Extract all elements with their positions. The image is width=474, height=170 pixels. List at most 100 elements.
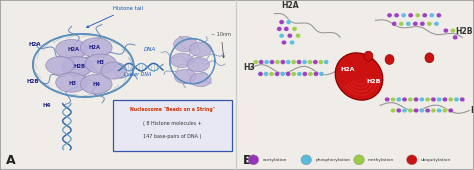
- Ellipse shape: [62, 56, 93, 76]
- Ellipse shape: [282, 40, 287, 45]
- Ellipse shape: [81, 74, 112, 94]
- Ellipse shape: [259, 60, 264, 64]
- Ellipse shape: [253, 60, 258, 64]
- Ellipse shape: [385, 55, 394, 64]
- Ellipse shape: [419, 97, 425, 102]
- Ellipse shape: [442, 97, 447, 102]
- Text: B: B: [243, 154, 252, 167]
- Ellipse shape: [335, 53, 383, 100]
- Ellipse shape: [437, 108, 442, 113]
- Ellipse shape: [292, 27, 297, 31]
- Text: H2A: H2A: [282, 1, 299, 10]
- Ellipse shape: [454, 97, 459, 102]
- Ellipse shape: [319, 72, 324, 76]
- Text: ~ 10nm: ~ 10nm: [211, 32, 231, 58]
- Ellipse shape: [81, 38, 112, 57]
- Ellipse shape: [396, 108, 401, 113]
- Ellipse shape: [324, 60, 329, 64]
- Text: phosphorylation: phosphorylation: [315, 158, 350, 162]
- Ellipse shape: [302, 72, 308, 76]
- Text: DNA: DNA: [144, 47, 156, 52]
- Text: H3: H3: [69, 81, 77, 86]
- Ellipse shape: [408, 108, 413, 113]
- Ellipse shape: [399, 21, 404, 26]
- Text: H2B: H2B: [27, 79, 39, 84]
- Ellipse shape: [442, 108, 447, 113]
- Text: Linker DNA: Linker DNA: [124, 72, 152, 77]
- Ellipse shape: [291, 60, 296, 64]
- Ellipse shape: [422, 13, 428, 18]
- Ellipse shape: [280, 60, 285, 64]
- Text: H2A: H2A: [340, 67, 355, 72]
- Text: H2A: H2A: [89, 45, 101, 50]
- Ellipse shape: [269, 72, 274, 76]
- Ellipse shape: [431, 108, 436, 113]
- Ellipse shape: [402, 97, 407, 102]
- Ellipse shape: [258, 72, 263, 76]
- Ellipse shape: [290, 40, 295, 45]
- Ellipse shape: [286, 72, 291, 76]
- Ellipse shape: [291, 72, 296, 76]
- Ellipse shape: [46, 56, 74, 74]
- Text: ubiquitylation: ubiquitylation: [421, 158, 451, 162]
- Ellipse shape: [279, 20, 284, 24]
- Ellipse shape: [429, 13, 434, 18]
- Ellipse shape: [85, 54, 117, 73]
- Text: H2A: H2A: [68, 47, 80, 52]
- Ellipse shape: [453, 35, 458, 40]
- Ellipse shape: [436, 13, 441, 18]
- Ellipse shape: [408, 97, 413, 102]
- Ellipse shape: [264, 60, 269, 64]
- Text: H4: H4: [43, 103, 51, 108]
- Ellipse shape: [402, 108, 407, 113]
- Ellipse shape: [413, 108, 419, 113]
- FancyBboxPatch shape: [113, 100, 232, 151]
- Text: H3: H3: [243, 64, 255, 72]
- Ellipse shape: [280, 72, 285, 76]
- Ellipse shape: [434, 21, 439, 26]
- Text: H4: H4: [471, 106, 474, 115]
- Ellipse shape: [171, 53, 193, 67]
- Ellipse shape: [460, 97, 465, 102]
- Ellipse shape: [407, 155, 417, 165]
- Ellipse shape: [307, 60, 312, 64]
- Ellipse shape: [364, 51, 373, 61]
- Ellipse shape: [173, 37, 197, 52]
- Text: H2B: H2B: [366, 79, 381, 84]
- Text: H4: H4: [92, 82, 100, 88]
- Ellipse shape: [301, 155, 311, 165]
- Ellipse shape: [56, 73, 87, 92]
- Ellipse shape: [390, 97, 396, 102]
- Ellipse shape: [286, 20, 291, 24]
- Ellipse shape: [401, 13, 406, 18]
- Ellipse shape: [406, 21, 411, 26]
- Ellipse shape: [174, 69, 197, 84]
- Ellipse shape: [448, 108, 453, 113]
- Ellipse shape: [287, 33, 292, 38]
- Ellipse shape: [248, 155, 259, 165]
- Ellipse shape: [450, 28, 456, 33]
- Ellipse shape: [275, 60, 280, 64]
- Text: 147 base-pairs of DNA ): 147 base-pairs of DNA ): [143, 134, 201, 139]
- Text: H3: H3: [97, 60, 105, 65]
- Ellipse shape: [396, 97, 401, 102]
- Ellipse shape: [390, 108, 396, 113]
- Ellipse shape: [187, 57, 210, 72]
- Text: methylation: methylation: [368, 158, 394, 162]
- Ellipse shape: [408, 13, 413, 18]
- Ellipse shape: [101, 62, 127, 79]
- Ellipse shape: [296, 60, 302, 64]
- Ellipse shape: [264, 72, 269, 76]
- Ellipse shape: [425, 53, 434, 63]
- Ellipse shape: [420, 21, 425, 26]
- Ellipse shape: [413, 21, 418, 26]
- Ellipse shape: [415, 13, 420, 18]
- Ellipse shape: [279, 33, 284, 38]
- Ellipse shape: [283, 27, 289, 31]
- Ellipse shape: [387, 13, 392, 18]
- Ellipse shape: [318, 60, 323, 64]
- Text: A: A: [6, 154, 16, 167]
- Ellipse shape: [419, 108, 425, 113]
- Ellipse shape: [431, 97, 436, 102]
- Ellipse shape: [413, 97, 419, 102]
